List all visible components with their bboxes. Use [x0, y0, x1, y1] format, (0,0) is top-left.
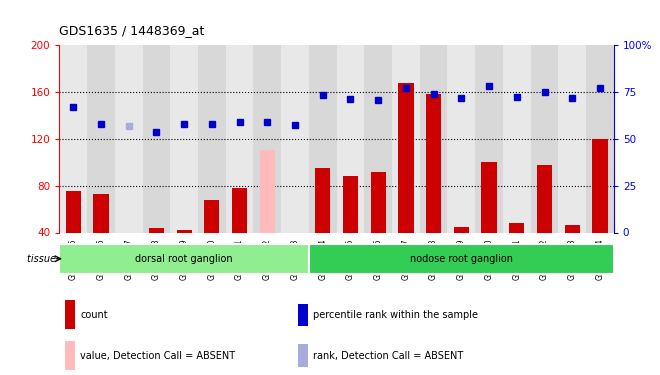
Bar: [143, 45, 170, 232]
Bar: [481, 162, 497, 232]
Bar: [204, 200, 220, 232]
Bar: [537, 165, 552, 232]
Bar: [337, 45, 364, 232]
Bar: [503, 45, 531, 232]
Bar: [509, 223, 525, 232]
Bar: [65, 300, 75, 329]
Bar: [343, 176, 358, 232]
Bar: [59, 244, 309, 274]
Bar: [65, 192, 81, 232]
Bar: [170, 45, 198, 232]
Text: percentile rank within the sample: percentile rank within the sample: [314, 309, 478, 320]
Bar: [309, 45, 337, 232]
Bar: [148, 228, 164, 232]
Bar: [259, 150, 275, 232]
Text: dorsal root ganglion: dorsal root ganglion: [135, 254, 233, 264]
Bar: [87, 45, 115, 232]
Bar: [315, 168, 331, 232]
Bar: [475, 45, 503, 232]
Text: tissue: tissue: [27, 254, 59, 264]
Bar: [558, 45, 586, 232]
Bar: [281, 45, 309, 232]
Text: value, Detection Call = ABSENT: value, Detection Call = ABSENT: [81, 351, 236, 360]
Bar: [453, 226, 469, 232]
Bar: [176, 230, 192, 232]
Bar: [198, 45, 226, 232]
Bar: [232, 188, 248, 232]
Bar: [398, 82, 414, 232]
Bar: [309, 244, 614, 274]
Bar: [298, 345, 308, 366]
Text: GDS1635 / 1448369_at: GDS1635 / 1448369_at: [59, 24, 205, 38]
Bar: [370, 172, 386, 232]
Bar: [592, 139, 608, 232]
Bar: [59, 45, 87, 232]
Bar: [531, 45, 558, 232]
Bar: [392, 45, 420, 232]
Bar: [364, 45, 392, 232]
Bar: [298, 303, 308, 326]
Bar: [426, 94, 442, 232]
Bar: [447, 45, 475, 232]
Bar: [93, 194, 109, 232]
Bar: [586, 45, 614, 232]
Bar: [253, 45, 281, 232]
Bar: [564, 225, 580, 232]
Bar: [226, 45, 253, 232]
Text: nodose root ganglion: nodose root ganglion: [410, 254, 513, 264]
Text: rank, Detection Call = ABSENT: rank, Detection Call = ABSENT: [314, 351, 463, 360]
Bar: [420, 45, 447, 232]
Text: count: count: [81, 309, 108, 320]
Bar: [65, 341, 75, 370]
Bar: [115, 45, 143, 232]
